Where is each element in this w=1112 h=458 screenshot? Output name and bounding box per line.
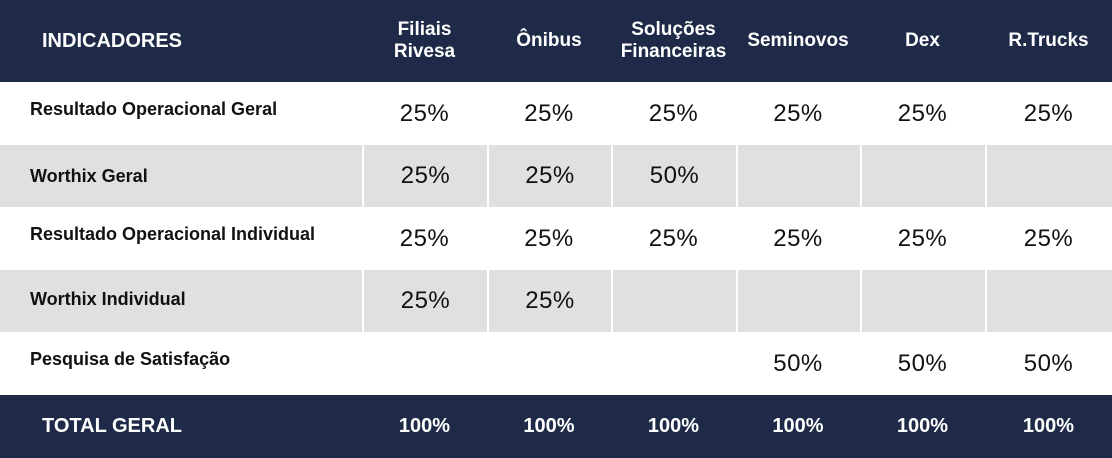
header-indicators: INDICADORES xyxy=(42,30,183,52)
row-value: 50% xyxy=(773,349,823,377)
table-row: Pesquisa de Satisfação 50% 50% 50% xyxy=(0,332,1112,395)
header-onibus: Ônibus xyxy=(516,30,582,51)
total-label: TOTAL GERAL xyxy=(42,415,182,437)
row-value xyxy=(736,270,860,332)
row-label: Worthix Geral xyxy=(30,165,148,186)
header-seminovos: Seminovos xyxy=(747,30,849,51)
row-value: 25% xyxy=(1023,99,1074,127)
row-value xyxy=(985,145,1112,207)
row-value xyxy=(985,270,1112,332)
row-label: Worthix Individual xyxy=(30,288,186,309)
total-value: 100% xyxy=(1022,415,1075,437)
row-value: 25% xyxy=(524,99,574,127)
row-value: 50% xyxy=(611,145,736,207)
row-value: 25% xyxy=(648,224,699,252)
row-value: 25% xyxy=(399,224,450,252)
row-value: 25% xyxy=(773,99,823,127)
row-value: 25% xyxy=(487,270,611,332)
total-value: 100% xyxy=(523,415,575,437)
row-value xyxy=(736,145,860,207)
row-value xyxy=(611,270,736,332)
total-value: 100% xyxy=(647,415,700,437)
total-value: 100% xyxy=(772,415,824,437)
row-value: 25% xyxy=(399,99,450,127)
table-header: INDICADORES Filiais Rivesa Ônibus Soluçõ… xyxy=(0,0,1112,82)
table-row: Resultado Operacional Individual 25% 25%… xyxy=(0,207,1112,270)
row-value xyxy=(362,332,487,395)
header-solucoes-financeiras: Soluções Financeiras xyxy=(620,19,727,62)
row-value: 25% xyxy=(648,99,699,127)
row-label: Resultado Operacional Individual xyxy=(30,224,316,244)
total-value: 100% xyxy=(398,415,451,437)
row-value: 25% xyxy=(362,145,487,207)
row-value: 25% xyxy=(897,99,948,127)
row-value: 25% xyxy=(1023,224,1074,252)
row-value: 25% xyxy=(773,224,823,252)
row-value xyxy=(611,332,736,395)
row-label: Resultado Operacional Geral xyxy=(30,99,278,119)
row-value: 25% xyxy=(487,145,611,207)
header-filiais-rivesa: Filiais Rivesa xyxy=(393,19,456,62)
row-value xyxy=(860,145,985,207)
total-value: 100% xyxy=(896,415,949,437)
table-row: Resultado Operacional Geral 25% 25% 25% … xyxy=(0,82,1112,145)
row-value xyxy=(487,332,611,395)
row-value: 25% xyxy=(897,224,948,252)
header-rtrucks: R.Trucks xyxy=(1008,30,1089,51)
table-total-row: TOTAL GERAL 100% 100% 100% 100% 100% 100… xyxy=(0,395,1112,458)
row-value: 25% xyxy=(524,224,574,252)
row-label: Pesquisa de Satisfação xyxy=(30,349,231,369)
row-value xyxy=(860,270,985,332)
row-value: 50% xyxy=(1023,349,1074,377)
table-row: Worthix Geral 25% 25% 50% xyxy=(0,145,1112,207)
header-dex: Dex xyxy=(905,30,940,51)
table-row: Worthix Individual 25% 25% xyxy=(0,270,1112,332)
row-value: 25% xyxy=(362,270,487,332)
row-value: 50% xyxy=(897,349,948,377)
